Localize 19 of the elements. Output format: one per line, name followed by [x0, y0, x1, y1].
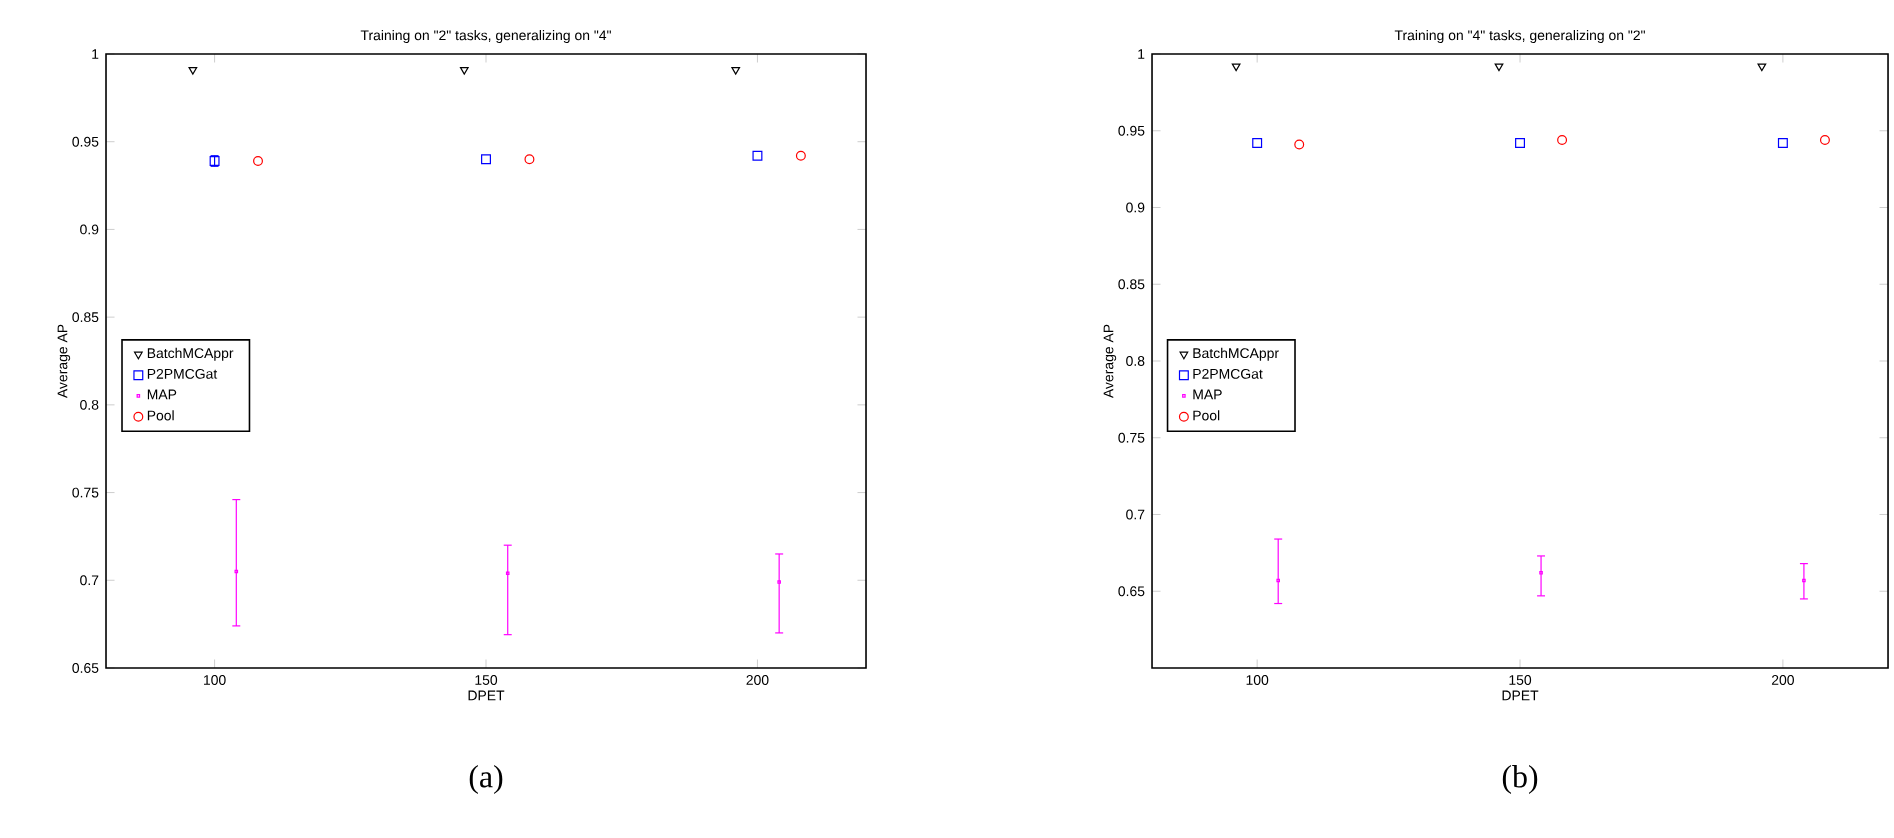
point: [188, 66, 198, 75]
point: [253, 156, 263, 166]
point: [1757, 63, 1767, 72]
point: [1777, 138, 1788, 149]
point: [481, 154, 491, 165]
point: [1294, 139, 1305, 150]
point: [1557, 134, 1568, 145]
point: [731, 66, 741, 75]
point: [1231, 63, 1241, 72]
point: [752, 150, 763, 161]
point: [1515, 138, 1526, 149]
text: (b): [1502, 765, 1538, 794]
point: [459, 66, 469, 75]
text: (a): [469, 765, 503, 794]
point: [524, 154, 535, 165]
point: [1494, 63, 1504, 72]
point: [1819, 134, 1830, 145]
point: [1252, 138, 1263, 149]
point: [795, 150, 806, 161]
